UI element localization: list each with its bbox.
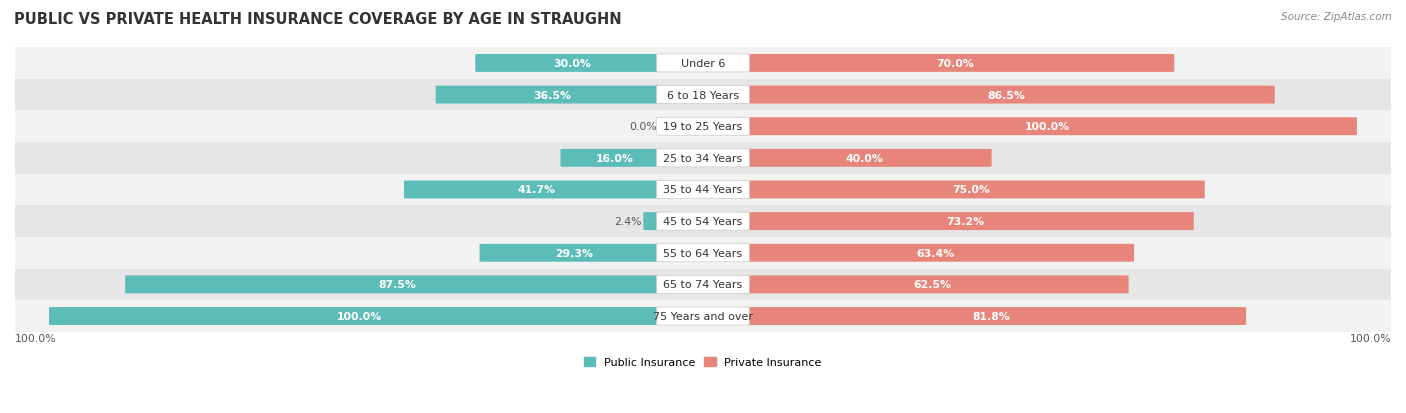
Text: 75 Years and over: 75 Years and over (652, 311, 754, 321)
Bar (15, 206, 1391, 237)
FancyBboxPatch shape (737, 307, 1246, 325)
FancyBboxPatch shape (657, 181, 749, 199)
Text: 19 to 25 Years: 19 to 25 Years (664, 122, 742, 132)
FancyBboxPatch shape (644, 213, 669, 230)
Bar (15, 111, 1391, 142)
Text: 0.0%: 0.0% (628, 122, 657, 132)
Text: 35 to 44 Years: 35 to 44 Years (664, 185, 742, 195)
Text: 86.5%: 86.5% (987, 90, 1025, 100)
Text: 65 to 74 Years: 65 to 74 Years (664, 280, 742, 290)
Bar (15, 174, 1391, 206)
Text: 16.0%: 16.0% (596, 154, 634, 164)
Text: 25 to 34 Years: 25 to 34 Years (664, 154, 742, 164)
FancyBboxPatch shape (475, 55, 669, 73)
Text: 100.0%: 100.0% (1350, 334, 1391, 344)
FancyBboxPatch shape (657, 118, 749, 136)
FancyBboxPatch shape (404, 181, 669, 199)
Text: Source: ZipAtlas.com: Source: ZipAtlas.com (1281, 12, 1392, 22)
FancyBboxPatch shape (737, 150, 991, 167)
Text: 6 to 18 Years: 6 to 18 Years (666, 90, 740, 100)
Bar (15, 80, 1391, 111)
Text: PUBLIC VS PRIVATE HEALTH INSURANCE COVERAGE BY AGE IN STRAUGHN: PUBLIC VS PRIVATE HEALTH INSURANCE COVER… (14, 12, 621, 27)
FancyBboxPatch shape (479, 244, 669, 262)
Text: Under 6: Under 6 (681, 59, 725, 69)
FancyBboxPatch shape (436, 86, 669, 104)
Text: 100.0%: 100.0% (336, 311, 381, 321)
FancyBboxPatch shape (657, 150, 749, 167)
Text: 100.0%: 100.0% (15, 334, 56, 344)
FancyBboxPatch shape (125, 276, 669, 294)
Text: 100.0%: 100.0% (1025, 122, 1070, 132)
Bar (15, 269, 1391, 301)
FancyBboxPatch shape (737, 118, 1357, 136)
FancyBboxPatch shape (657, 307, 749, 325)
Text: 87.5%: 87.5% (378, 280, 416, 290)
FancyBboxPatch shape (657, 55, 749, 73)
FancyBboxPatch shape (737, 213, 1194, 230)
Text: 36.5%: 36.5% (533, 90, 571, 100)
Text: 62.5%: 62.5% (914, 280, 952, 290)
Bar (15, 301, 1391, 332)
FancyBboxPatch shape (737, 86, 1275, 104)
FancyBboxPatch shape (657, 276, 749, 294)
FancyBboxPatch shape (737, 244, 1135, 262)
Text: 63.4%: 63.4% (917, 248, 955, 258)
Text: 45 to 54 Years: 45 to 54 Years (664, 216, 742, 227)
Bar (15, 237, 1391, 269)
Text: 73.2%: 73.2% (946, 216, 984, 227)
Text: 30.0%: 30.0% (553, 59, 591, 69)
Text: 2.4%: 2.4% (614, 216, 643, 227)
FancyBboxPatch shape (657, 86, 749, 104)
FancyBboxPatch shape (561, 150, 669, 167)
Text: 41.7%: 41.7% (517, 185, 555, 195)
FancyBboxPatch shape (737, 55, 1174, 73)
Text: 55 to 64 Years: 55 to 64 Years (664, 248, 742, 258)
FancyBboxPatch shape (737, 276, 1129, 294)
Text: 29.3%: 29.3% (555, 248, 593, 258)
FancyBboxPatch shape (657, 244, 749, 262)
Text: 81.8%: 81.8% (973, 311, 1011, 321)
Bar (15, 48, 1391, 80)
Text: 40.0%: 40.0% (845, 154, 883, 164)
FancyBboxPatch shape (49, 307, 669, 325)
Text: 75.0%: 75.0% (952, 185, 990, 195)
FancyBboxPatch shape (737, 181, 1205, 199)
Text: 70.0%: 70.0% (936, 59, 974, 69)
FancyBboxPatch shape (657, 213, 749, 230)
Legend: Public Insurance, Private Insurance: Public Insurance, Private Insurance (579, 353, 827, 372)
Bar (15, 142, 1391, 174)
